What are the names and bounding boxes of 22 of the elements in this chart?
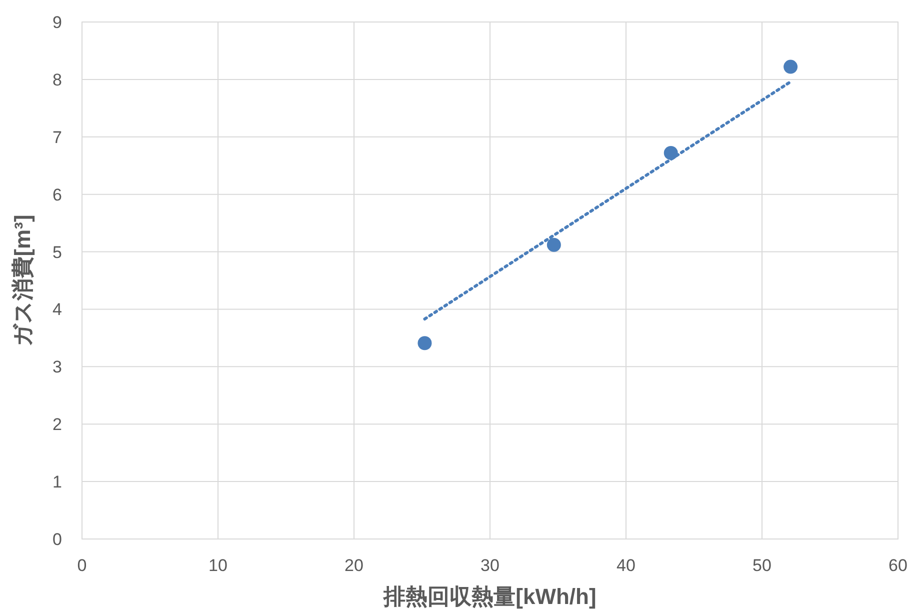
y-tick-label: 5	[52, 242, 62, 262]
y-axis-title: ガス消費[m³]	[10, 214, 35, 346]
x-tick-label: 20	[344, 556, 364, 575]
x-tick-label: 50	[752, 556, 772, 575]
x-tick-label: 40	[616, 556, 636, 575]
y-tick-label: 4	[52, 300, 62, 320]
x-tick-label: 0	[77, 556, 87, 575]
y-tick-label: 3	[52, 358, 62, 377]
y-tick-label: 6	[52, 185, 62, 204]
x-axis-title: 排熱回収熱量[kWh/h]	[382, 584, 596, 609]
y-tick-label: 2	[52, 415, 62, 434]
x-tick-label: 30	[480, 556, 500, 575]
y-tick-label: 8	[52, 70, 62, 90]
y-tick-label: 7	[52, 128, 62, 147]
y-tick-label: 0	[52, 530, 62, 549]
y-tick-label: 1	[52, 472, 62, 492]
point	[418, 336, 432, 350]
point	[784, 60, 798, 74]
y-tick-label: 9	[52, 13, 62, 32]
x-tick-label: 60	[888, 556, 908, 575]
x-tick-label: 10	[208, 556, 228, 575]
point	[546, 238, 561, 252]
